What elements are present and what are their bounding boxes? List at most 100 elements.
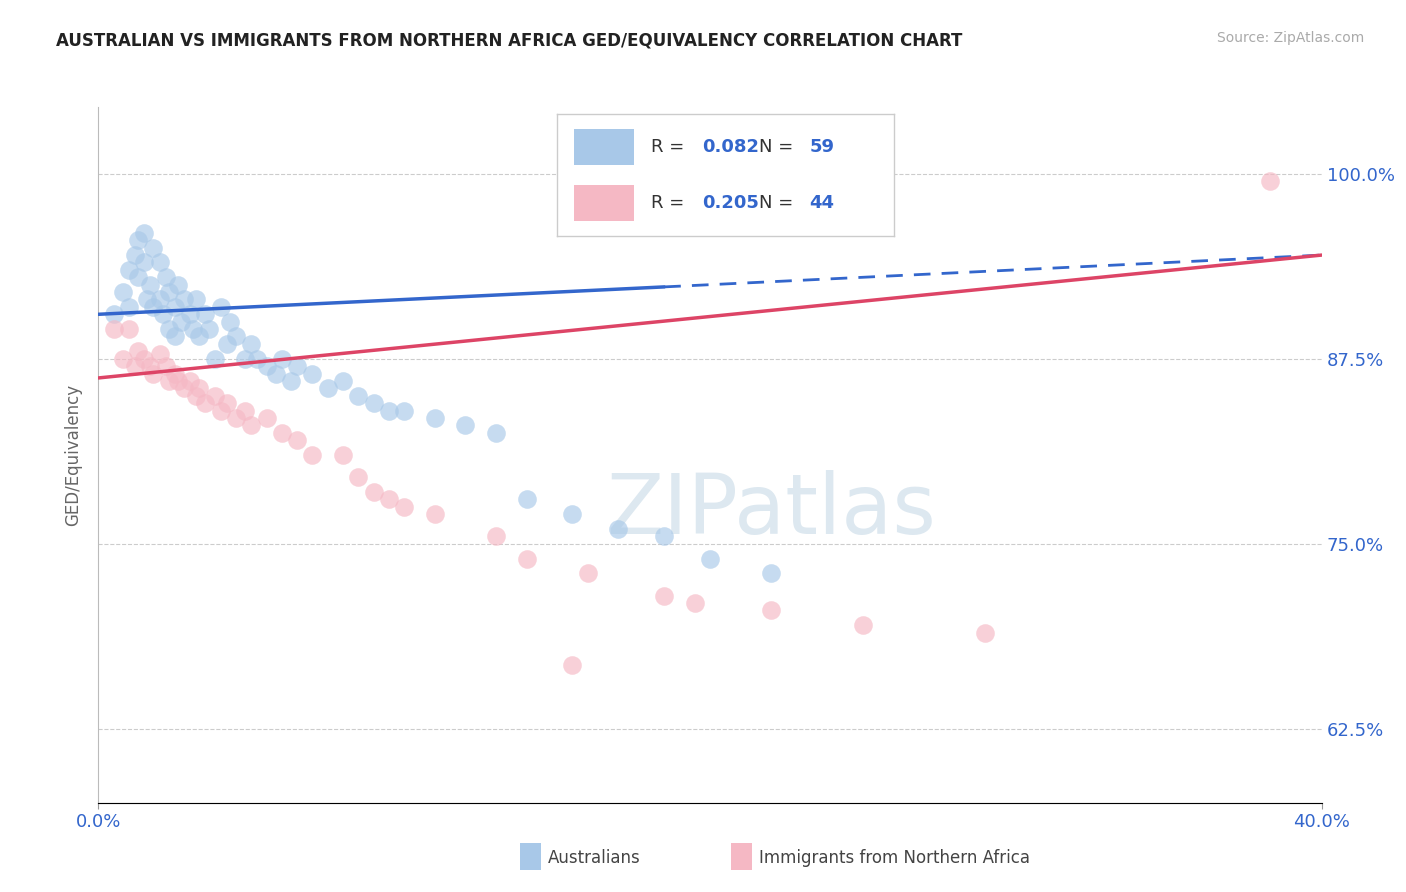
Point <box>204 351 226 366</box>
Point <box>576 566 599 581</box>
Point <box>270 425 292 440</box>
Point <box>142 367 165 381</box>
Point <box>607 522 630 536</box>
Point <box>1258 174 1281 188</box>
Point <box>759 566 782 581</box>
Point <box>167 277 190 292</box>
Point <box>392 500 416 514</box>
Point <box>186 293 208 307</box>
Point <box>516 551 538 566</box>
Point <box>163 300 186 314</box>
Point <box>246 351 269 366</box>
Point <box>163 329 186 343</box>
Point <box>118 300 141 314</box>
Point <box>301 367 323 381</box>
Point <box>142 241 165 255</box>
Point <box>485 425 508 440</box>
Point <box>316 381 339 395</box>
Point <box>163 367 186 381</box>
Point <box>561 507 583 521</box>
Point <box>157 374 180 388</box>
Point <box>188 381 211 395</box>
Text: ZIPatlas: ZIPatlas <box>606 470 936 551</box>
Point <box>127 344 149 359</box>
Point <box>378 403 401 417</box>
Point <box>683 596 706 610</box>
Point <box>285 433 308 447</box>
Point <box>134 226 156 240</box>
Text: Source: ZipAtlas.com: Source: ZipAtlas.com <box>1216 31 1364 45</box>
Point <box>974 625 997 640</box>
Point <box>699 551 721 566</box>
Point <box>652 529 675 543</box>
Point <box>157 322 180 336</box>
Point <box>173 381 195 395</box>
Point <box>181 322 204 336</box>
Point <box>240 418 263 433</box>
Point <box>152 307 174 321</box>
Point <box>204 389 226 403</box>
Point <box>179 307 201 321</box>
Point <box>157 285 180 299</box>
Point <box>136 293 159 307</box>
Point <box>155 270 177 285</box>
Point <box>485 529 508 543</box>
Point <box>240 337 263 351</box>
Point <box>392 403 416 417</box>
Point <box>270 351 292 366</box>
Point <box>149 293 172 307</box>
Point <box>118 322 141 336</box>
Point <box>139 359 162 373</box>
Point <box>256 411 278 425</box>
Point <box>142 300 165 314</box>
Point <box>423 411 446 425</box>
Point <box>363 484 385 499</box>
Text: Immigrants from Northern Africa: Immigrants from Northern Africa <box>759 849 1031 867</box>
Point <box>149 347 172 361</box>
Point <box>759 603 782 617</box>
Point <box>173 293 195 307</box>
Point <box>256 359 278 373</box>
Point <box>347 470 370 484</box>
Y-axis label: GED/Equivalency: GED/Equivalency <box>65 384 83 526</box>
Point <box>124 359 146 373</box>
Point <box>139 277 162 292</box>
Text: AUSTRALIAN VS IMMIGRANTS FROM NORTHERN AFRICA GED/EQUIVALENCY CORRELATION CHART: AUSTRALIAN VS IMMIGRANTS FROM NORTHERN A… <box>56 31 963 49</box>
Point <box>179 374 201 388</box>
Point <box>215 337 238 351</box>
Point <box>188 329 211 343</box>
Point <box>111 285 134 299</box>
Point <box>225 411 247 425</box>
Point <box>149 255 172 269</box>
Point <box>219 315 242 329</box>
Text: Australians: Australians <box>548 849 641 867</box>
Point <box>103 307 125 321</box>
Point <box>378 492 401 507</box>
Point <box>111 351 134 366</box>
Point <box>127 233 149 247</box>
Point <box>118 263 141 277</box>
Point <box>155 359 177 373</box>
Point <box>516 492 538 507</box>
Point <box>194 307 217 321</box>
Point <box>225 329 247 343</box>
Point <box>233 351 256 366</box>
Point <box>197 322 219 336</box>
Point <box>454 418 477 433</box>
Point <box>363 396 385 410</box>
Point <box>285 359 308 373</box>
Point <box>103 322 125 336</box>
Point <box>852 618 875 632</box>
Point <box>652 589 675 603</box>
Point <box>209 300 232 314</box>
Point <box>301 448 323 462</box>
Point <box>215 396 238 410</box>
Point <box>170 315 193 329</box>
Point <box>134 255 156 269</box>
Point <box>347 389 370 403</box>
Point <box>186 389 208 403</box>
Point <box>209 403 232 417</box>
Point <box>124 248 146 262</box>
Point <box>561 658 583 673</box>
Point <box>332 448 354 462</box>
